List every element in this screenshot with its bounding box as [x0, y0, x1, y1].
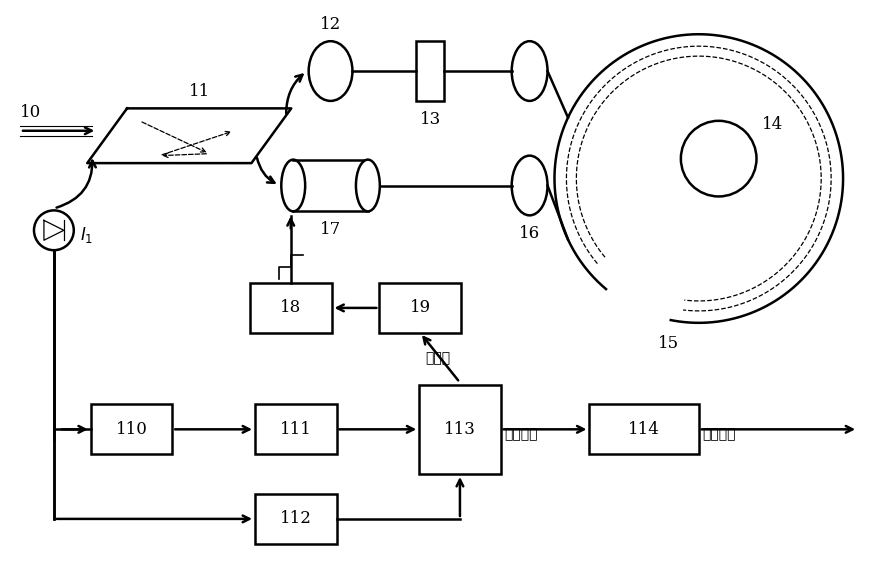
Polygon shape	[87, 108, 292, 163]
Circle shape	[34, 211, 74, 250]
Ellipse shape	[309, 41, 352, 101]
Text: 11: 11	[188, 84, 210, 100]
FancyArrowPatch shape	[286, 75, 302, 114]
Text: 10: 10	[20, 104, 41, 121]
Bar	[255, 404, 336, 454]
Bar	[91, 404, 172, 454]
Bar	[590, 404, 698, 454]
Bar	[255, 494, 336, 544]
Text: 12: 12	[320, 16, 341, 33]
Text: 18: 18	[280, 299, 301, 317]
Text: $I_1$: $I_1$	[79, 225, 93, 245]
Text: 19: 19	[409, 299, 431, 317]
Text: 110: 110	[116, 421, 147, 438]
Ellipse shape	[512, 155, 548, 215]
Ellipse shape	[281, 160, 305, 211]
Bar	[417, 41, 444, 101]
Bar	[419, 385, 500, 474]
Text: 13: 13	[419, 111, 441, 128]
Text: 113: 113	[444, 421, 475, 438]
Text: 14: 14	[762, 116, 783, 133]
Text: 数字输出: 数字输出	[505, 427, 538, 441]
Circle shape	[681, 121, 756, 197]
Text: 17: 17	[320, 222, 341, 238]
Text: 16: 16	[519, 225, 541, 242]
FancyArrowPatch shape	[257, 158, 275, 183]
Bar	[250, 283, 332, 333]
Text: 模拟输出: 模拟输出	[703, 427, 736, 441]
Text: 111: 111	[280, 421, 311, 438]
Ellipse shape	[512, 41, 548, 101]
Text: 114: 114	[628, 421, 660, 438]
Text: 阶梯波: 阶梯波	[425, 351, 450, 365]
Text: 112: 112	[280, 510, 311, 527]
Bar	[379, 283, 461, 333]
Ellipse shape	[356, 160, 380, 211]
Polygon shape	[293, 160, 368, 211]
Text: 15: 15	[658, 335, 680, 352]
FancyArrowPatch shape	[56, 161, 95, 208]
